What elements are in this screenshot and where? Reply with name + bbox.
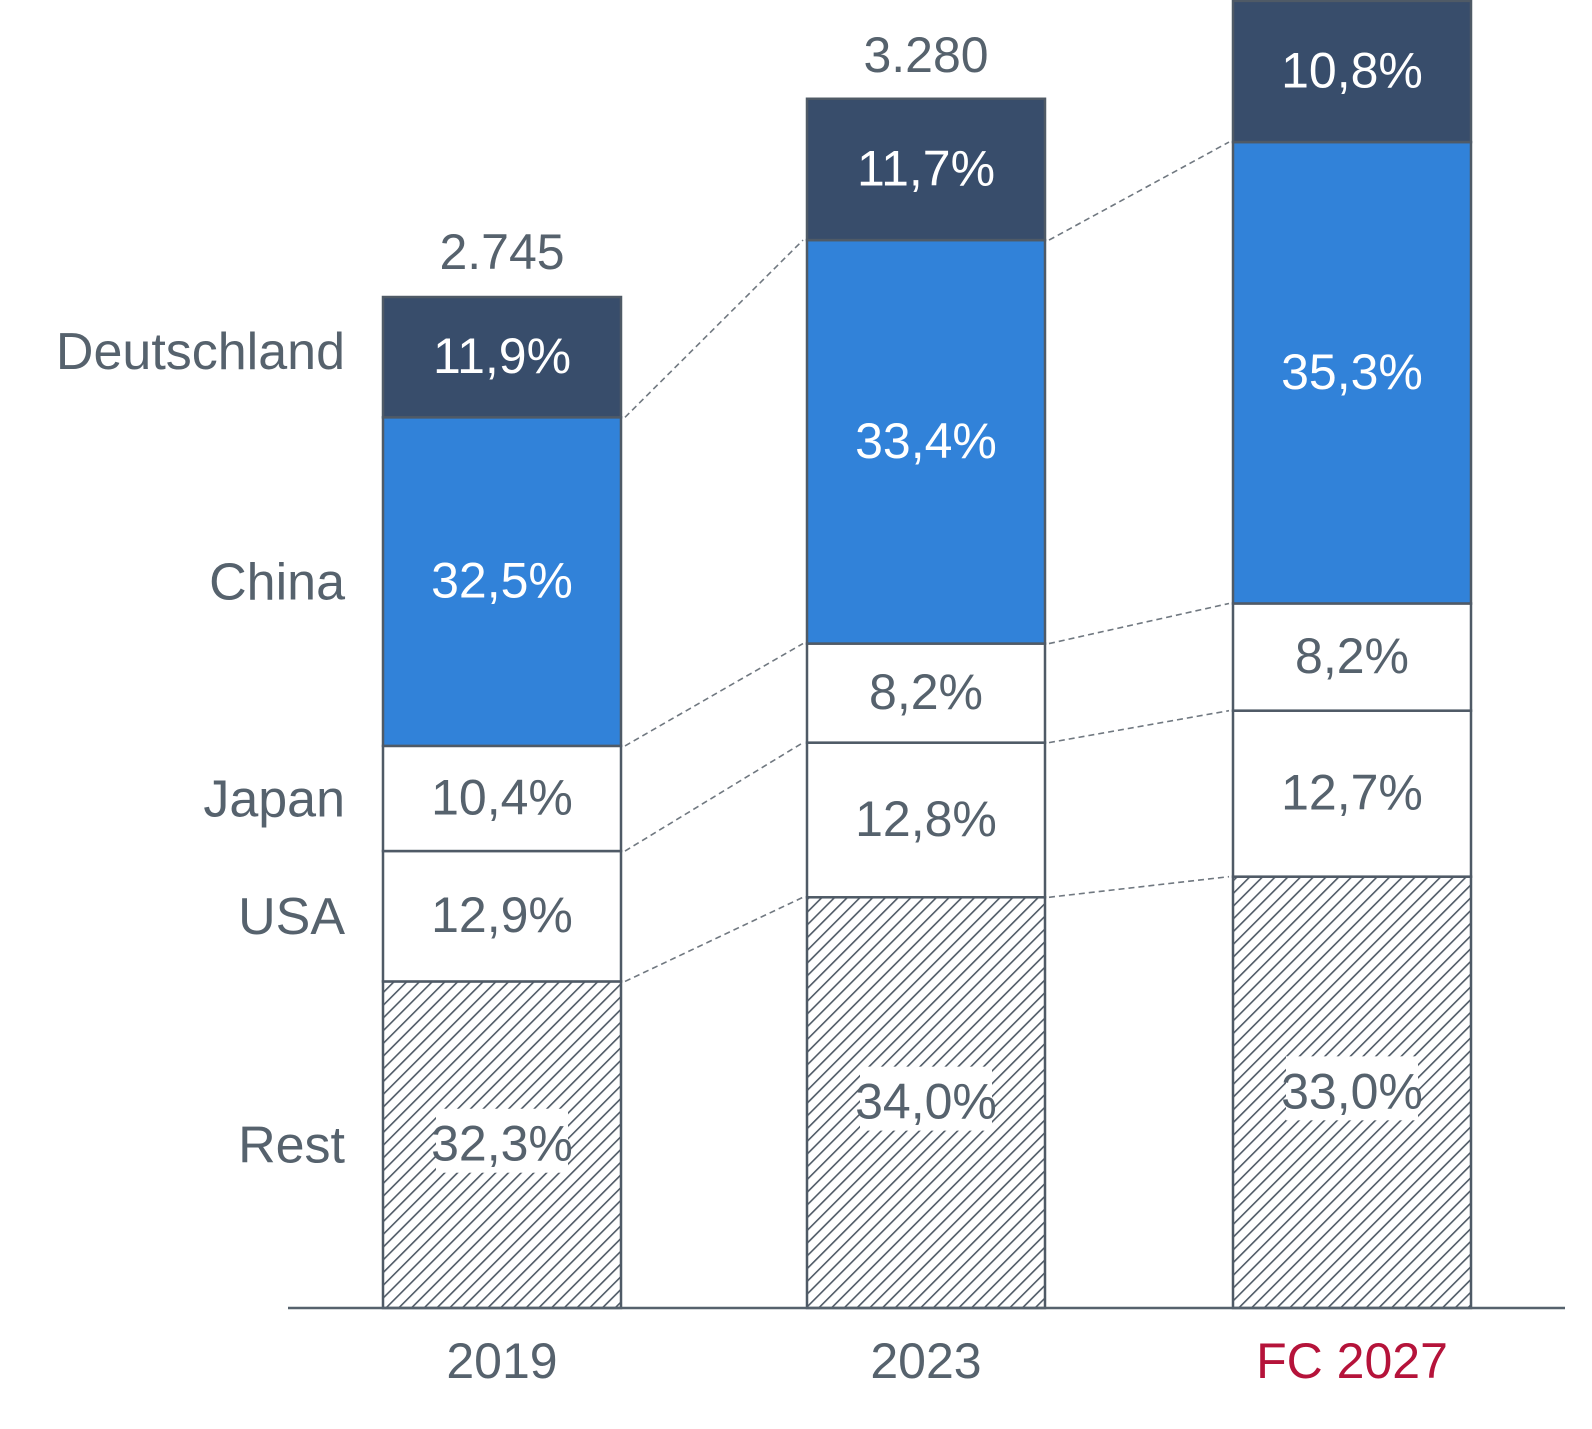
legend-label-usa: USA bbox=[238, 888, 345, 946]
total-label-2023: 3.280 bbox=[863, 27, 988, 83]
connector-line bbox=[624, 642, 804, 747]
data-label-rest-2019: 32,3% bbox=[431, 1116, 573, 1172]
data-label-china-2019: 32,5% bbox=[431, 553, 573, 609]
total-label-2019: 2.745 bbox=[439, 224, 564, 280]
legend-label-japan: Japan bbox=[203, 770, 345, 828]
bar-segment-china-2019 bbox=[381, 416, 623, 748]
connector-line bbox=[1048, 602, 1230, 645]
labels: 32,3% 12,9% 10,4% 32,5% 11,9% 2.745 2019 34,0% 1… bbox=[56, 27, 1448, 1389]
data-label-deutschland-2023: 11,7% bbox=[857, 140, 995, 196]
data-label-usa-fc-2027: 12,7% bbox=[1281, 765, 1423, 821]
bar-segment-japan-2019 bbox=[381, 744, 623, 853]
bar-segment-china-fc-2027 bbox=[1231, 140, 1473, 605]
data-label-background bbox=[860, 1066, 992, 1131]
legend-label-deutschland: Deutschland bbox=[56, 323, 345, 381]
data-label-background bbox=[436, 1108, 568, 1173]
bar-segment-japan-2023 bbox=[805, 642, 1047, 744]
bar-segment-deutschland-2019 bbox=[381, 295, 623, 419]
data-label-rest-2023: 34,0% bbox=[855, 1074, 997, 1130]
data-label-deutschland-2019: 11,9% bbox=[433, 328, 571, 384]
legend-label-rest: Rest bbox=[238, 1117, 345, 1175]
category-label-2023: 2023 bbox=[870, 1333, 981, 1389]
data-label-background bbox=[1286, 1056, 1418, 1121]
bar-segment-deutschland-fc-2027 bbox=[1231, 0, 1473, 144]
data-label-rest-fc-2027: 33,0% bbox=[1281, 1063, 1423, 1119]
data-label-japan-fc-2027: 8,2% bbox=[1295, 628, 1409, 684]
bar-segment-usa-2019 bbox=[381, 849, 623, 983]
connector-line bbox=[1048, 875, 1230, 899]
data-label-usa-2023: 12,8% bbox=[855, 791, 997, 847]
bar-segment-usa-fc-2027 bbox=[1231, 709, 1473, 878]
data-label-deutschland-fc-2027: 10,8% bbox=[1281, 42, 1423, 98]
category-label-2019: 2019 bbox=[446, 1333, 557, 1389]
bar-segment-usa-2023 bbox=[805, 741, 1047, 899]
connector-line bbox=[624, 896, 804, 983]
connector-line bbox=[1048, 141, 1230, 241]
connector-line bbox=[1048, 709, 1230, 744]
data-label-japan-2023: 8,2% bbox=[869, 664, 983, 720]
connector-line bbox=[624, 741, 804, 852]
connector-line bbox=[624, 239, 804, 418]
data-label-china-fc-2027: 35,3% bbox=[1281, 344, 1423, 400]
connector-lines bbox=[624, 141, 1230, 983]
bar-segment-deutschland-2023 bbox=[805, 97, 1047, 242]
bar-segment-japan-fc-2027 bbox=[1231, 602, 1473, 712]
data-label-japan-2019: 10,4% bbox=[431, 769, 573, 825]
legend-label-china: China bbox=[209, 554, 345, 612]
bar-segment-china-2023 bbox=[805, 238, 1047, 645]
category-label-fc-2027: FC 2027 bbox=[1256, 1333, 1448, 1389]
data-label-usa-2019: 12,9% bbox=[431, 887, 573, 943]
data-label-china-2023: 33,4% bbox=[855, 413, 997, 469]
